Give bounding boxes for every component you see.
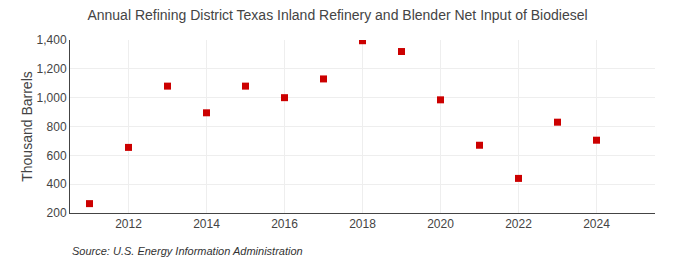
svg-text:1,400: 1,400 xyxy=(37,33,67,47)
svg-text:2014: 2014 xyxy=(193,217,220,231)
svg-text:600: 600 xyxy=(47,149,67,163)
svg-text:2024: 2024 xyxy=(583,217,610,231)
svg-text:2020: 2020 xyxy=(427,217,454,231)
svg-text:400: 400 xyxy=(47,177,67,191)
svg-text:Thousand Barrels: Thousand Barrels xyxy=(19,71,35,182)
svg-text:2018: 2018 xyxy=(349,217,376,231)
svg-text:200: 200 xyxy=(47,206,67,220)
svg-text:Annual Refining District Texas: Annual Refining District Texas Inland Re… xyxy=(87,7,587,23)
svg-text:1,200: 1,200 xyxy=(37,62,67,76)
svg-text:2016: 2016 xyxy=(271,217,298,231)
svg-text:Source: U.S. Energy Informatio: Source: U.S. Energy Information Administ… xyxy=(72,245,303,257)
svg-text:2012: 2012 xyxy=(115,217,142,231)
svg-text:800: 800 xyxy=(47,120,67,134)
svg-text:2022: 2022 xyxy=(505,217,532,231)
svg-text:1,000: 1,000 xyxy=(37,91,67,105)
